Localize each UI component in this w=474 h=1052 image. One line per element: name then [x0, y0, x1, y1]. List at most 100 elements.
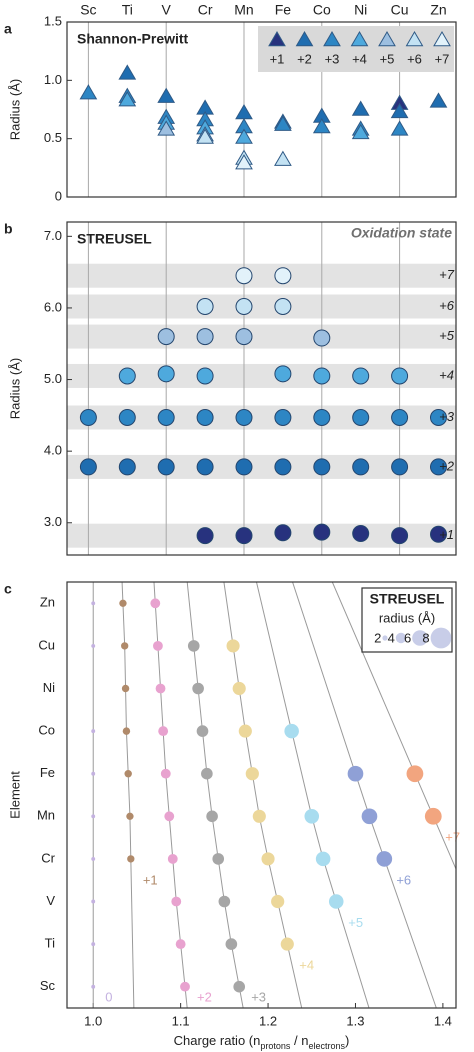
y-category-label: Fe: [40, 765, 55, 780]
x-tick-label: 1.4: [434, 1013, 452, 1028]
annotation: Oxidation state: [351, 225, 452, 241]
legend-label: +6: [439, 298, 455, 313]
legend-label: +6: [407, 51, 422, 66]
circle-marker: [429, 458, 447, 476]
curve-label: +5: [348, 915, 363, 930]
circle-marker: [157, 458, 175, 476]
legend-size-label: 8: [422, 630, 429, 645]
x-axis-label-part: electrons: [308, 1041, 345, 1051]
bubble: [261, 852, 275, 866]
legend-size-label: 2: [374, 630, 381, 645]
y-category-label: Ni: [43, 680, 55, 695]
row-band: [67, 263, 456, 288]
circle-marker: [391, 367, 409, 385]
bubble: [91, 942, 96, 947]
circle-marker: [196, 409, 214, 427]
bubble: [122, 727, 131, 735]
plot-frame: [66, 221, 457, 556]
bubble: [91, 814, 96, 819]
circle-marker: [118, 458, 136, 476]
bubble: [91, 771, 96, 776]
bubble: [218, 895, 231, 908]
legend-label: +1: [270, 51, 285, 66]
y-category-label: Sc: [40, 978, 56, 993]
x-axis-label: Charge ratio (nprotons / nelectrons): [174, 1033, 350, 1051]
legend-box: [258, 26, 454, 72]
triangle-marker: [274, 150, 292, 166]
bubble: [280, 937, 294, 951]
legend-label: +3: [325, 51, 340, 66]
circle-marker: [352, 409, 370, 427]
bubble: [232, 681, 246, 696]
legend-bubble: [395, 632, 407, 644]
legend-size-label: 6: [404, 630, 411, 645]
x-category-label: Cu: [391, 2, 409, 18]
legend-label: +4: [439, 367, 454, 382]
y-category-label: Cr: [41, 850, 55, 865]
circle-marker: [313, 523, 331, 541]
circle-marker: [235, 458, 253, 476]
panel-label: a: [4, 21, 12, 37]
circle-marker: [196, 527, 214, 545]
triangle-marker: [429, 92, 448, 108]
circle-marker: [235, 298, 253, 316]
legend-marker: [405, 31, 424, 47]
circle-marker: [157, 328, 175, 346]
bubble: [121, 684, 130, 693]
curve-label: +4: [299, 958, 314, 973]
bubble: [225, 938, 238, 950]
circle-marker: [274, 409, 292, 427]
y-category-label: V: [46, 893, 55, 908]
bubble: [304, 809, 320, 824]
bubble: [347, 765, 364, 782]
triangle-marker: [79, 84, 98, 100]
bubble: [238, 724, 252, 738]
bubble: [91, 899, 96, 904]
triangle-marker: [351, 123, 370, 140]
bubble: [187, 640, 200, 652]
legend-bubble: [430, 627, 452, 649]
chart-title: Shannon-Prewitt: [77, 31, 189, 47]
curve-label: +1: [143, 872, 158, 887]
x-tick-label: 1.3: [346, 1013, 364, 1028]
y-axis-label: Radius (Å): [7, 358, 22, 419]
circle-marker: [391, 527, 409, 545]
triangle-marker: [235, 104, 253, 120]
bubble: [376, 851, 393, 867]
y-tick-label: 3.0: [44, 514, 62, 529]
plot-frame: [66, 21, 457, 198]
y-tick-label: 7.0: [44, 228, 62, 243]
iso-charge-curve: [153, 582, 188, 1008]
y-tick-label: 1.5: [44, 13, 62, 28]
y-category-label: Co: [38, 723, 55, 738]
triangle-marker: [157, 87, 176, 103]
triangle-marker: [390, 102, 409, 119]
bubble: [91, 643, 96, 648]
y-tick-label: 5.0: [44, 371, 62, 386]
triangle-marker: [118, 64, 137, 80]
circle-marker: [235, 409, 253, 427]
x-category-label: Fe: [275, 2, 292, 18]
triangle-marker: [235, 154, 253, 170]
legend-title: STREUSEL: [370, 591, 445, 607]
panel-label: c: [4, 581, 12, 597]
bubble: [284, 723, 299, 739]
triangle-marker: [157, 120, 176, 136]
panel-label: b: [4, 221, 13, 237]
curve-label: +6: [396, 872, 411, 887]
circle-marker: [196, 458, 214, 476]
curve-label: 0: [105, 989, 112, 1004]
row-band: [67, 294, 456, 319]
x-tick-label: 1.2: [259, 1013, 277, 1028]
iso-charge-curve: [331, 582, 456, 871]
x-category-label: Ti: [122, 2, 133, 18]
triangle-marker: [274, 115, 292, 131]
y-category-label: Ti: [45, 936, 55, 951]
circle-marker: [157, 365, 175, 383]
legend-marker: [268, 31, 286, 47]
y-tick-label: 1.0: [44, 72, 62, 87]
circle-marker: [157, 409, 175, 427]
x-tick-label: 1.1: [172, 1013, 190, 1028]
